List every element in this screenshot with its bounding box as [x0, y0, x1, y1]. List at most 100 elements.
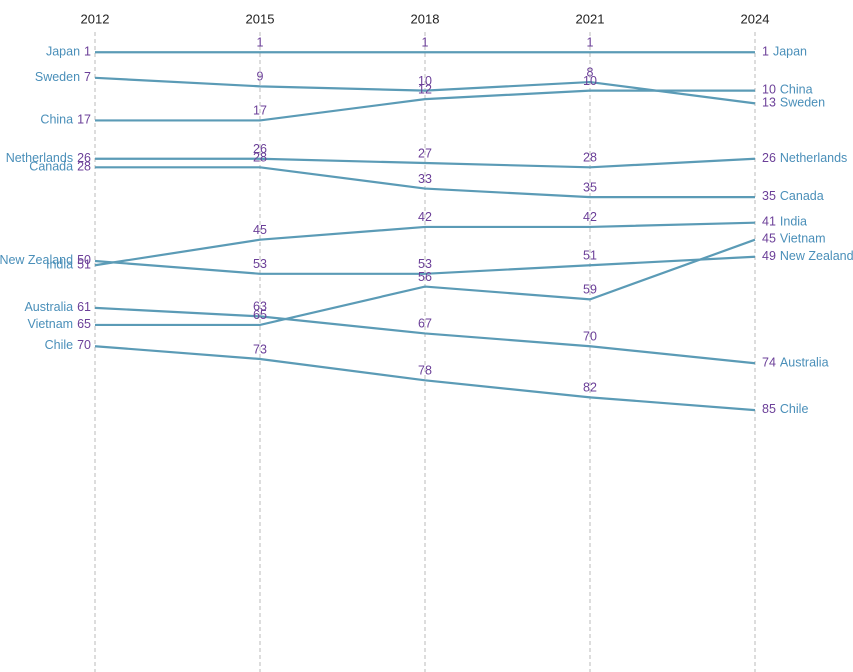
rank-label: 28	[77, 160, 91, 174]
series-name: New Zealand	[0, 253, 73, 267]
rank-label: 51	[583, 249, 597, 263]
rank-label: 1	[257, 36, 264, 50]
series-name: China	[780, 83, 813, 97]
series-name: India	[780, 215, 807, 229]
rank-label: 56	[418, 270, 432, 284]
rank-label: 70	[583, 330, 597, 344]
rank-label: 7	[84, 70, 91, 84]
series-line	[94, 221, 756, 267]
right-label: 1 Japan	[762, 45, 807, 59]
rank-label: 42	[418, 210, 432, 224]
series-name: Japan	[46, 45, 80, 59]
rank-label: 1	[587, 36, 594, 50]
rank-label: 8	[587, 65, 594, 79]
right-label: 10 China	[762, 83, 813, 97]
right-label: 35 Canada	[762, 189, 824, 203]
series-name: Australia	[24, 300, 73, 314]
left-label: New Zealand 50	[0, 253, 91, 267]
right-label: 85 Chile	[762, 402, 808, 416]
rank-label: 35	[583, 180, 597, 194]
left-label: China 17	[40, 113, 91, 127]
series-name: India	[46, 258, 73, 272]
rank-label: 53	[418, 257, 432, 271]
rank-label: 17	[77, 113, 91, 127]
rank-label: 82	[583, 381, 597, 395]
rank-label: 27	[418, 146, 432, 160]
series-line	[95, 89, 755, 122]
rank-label: 73	[253, 342, 267, 356]
left-label: Vietnam 65	[27, 317, 91, 331]
rank-label: 1	[84, 45, 91, 59]
rank-label: 1	[762, 45, 769, 59]
rank-label: 10	[583, 74, 597, 88]
left-label: Japan 1	[46, 45, 91, 59]
rank-label: 10	[418, 74, 432, 88]
series-name: New Zealand	[780, 249, 853, 263]
series-line	[94, 76, 756, 105]
rank-label: 45	[762, 232, 776, 246]
series-name: Chile	[780, 402, 809, 416]
rank-label: 74	[762, 356, 776, 370]
rank-label: 78	[418, 364, 432, 378]
left-label: Chile 70	[45, 339, 91, 353]
series-name: Vietnam	[780, 232, 826, 246]
right-label: 13 Sweden	[762, 96, 825, 110]
series-name: Vietnam	[27, 317, 73, 331]
x-tick-label: 2024	[741, 11, 770, 26]
right-label: 45 Vietnam	[762, 232, 826, 246]
series-name: Sweden	[35, 70, 80, 84]
series-name: China	[40, 113, 73, 127]
x-tick-label: 2021	[576, 11, 605, 26]
rank-label: 85	[762, 402, 776, 416]
left-label: Australia 61	[24, 300, 91, 314]
series-line	[94, 255, 756, 275]
rank-label: 28	[583, 151, 597, 165]
series-line	[94, 345, 756, 412]
series-name: Japan	[773, 45, 807, 59]
rank-label: 65	[253, 308, 267, 322]
series-line	[95, 157, 756, 169]
rank-label: 70	[77, 339, 91, 353]
rank-label: 9	[257, 70, 264, 84]
series-name: Sweden	[780, 96, 825, 110]
rank-label: 41	[762, 215, 776, 229]
series-name: Netherlands	[6, 151, 73, 165]
series-name: Chile	[45, 339, 74, 353]
rank-label: 33	[418, 172, 432, 186]
series-name: Netherlands	[780, 151, 847, 165]
x-tick-label: 2012	[81, 11, 110, 26]
series-name: Canada	[780, 189, 824, 203]
rank-label: 53	[253, 257, 267, 271]
rank-label: 65	[77, 317, 91, 331]
rank-label: 1	[422, 36, 429, 50]
rank-label: 13	[762, 96, 776, 110]
rank-label: 12	[418, 82, 432, 96]
right-label: 49 New Zealand	[762, 249, 853, 263]
series-line	[95, 238, 756, 327]
series-name: Canada	[29, 160, 73, 174]
rank-label: 26	[253, 142, 267, 156]
right-label: 74 Australia	[762, 356, 829, 370]
series-name: Australia	[780, 356, 829, 370]
left-label: India 51	[46, 258, 91, 272]
rank-label: 42	[583, 210, 597, 224]
x-tick-label: 2018	[411, 11, 440, 26]
rank-label: 45	[253, 223, 267, 237]
rank-label: 35	[762, 189, 776, 203]
rank-label: 50	[77, 253, 91, 267]
x-tick-label: 2015	[246, 11, 275, 26]
rank-label: 51	[77, 258, 91, 272]
series-line	[94, 306, 756, 365]
right-label: 26 Netherlands	[762, 151, 847, 165]
left-label: Canada 28	[29, 160, 91, 174]
rank-label: 67	[418, 317, 432, 331]
rank-label: 28	[253, 151, 267, 165]
rank-label: 59	[583, 283, 597, 297]
rank-label: 49	[762, 249, 776, 263]
rank-label: 10	[762, 83, 776, 97]
left-label: Netherlands 26	[6, 151, 91, 165]
right-label: 41 India	[762, 215, 807, 229]
left-label: Sweden 7	[35, 70, 91, 84]
rank-label: 17	[253, 104, 267, 118]
